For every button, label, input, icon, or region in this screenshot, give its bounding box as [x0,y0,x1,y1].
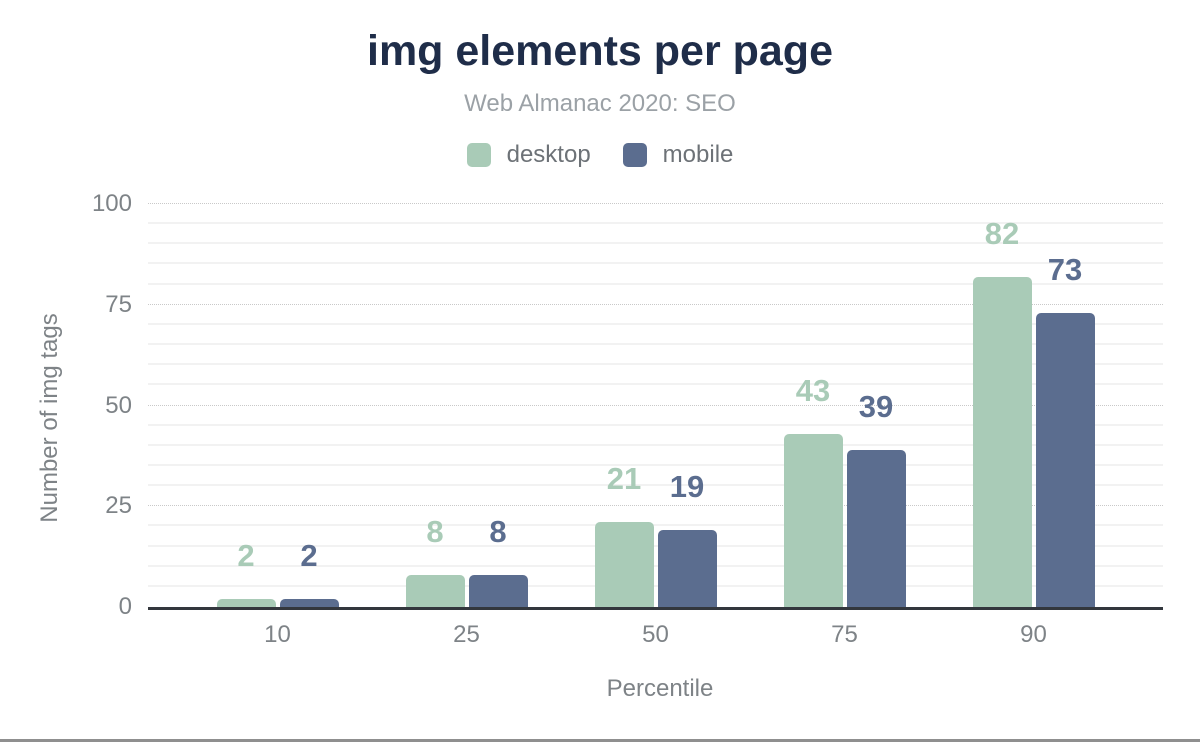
legend-label-mobile: mobile [662,141,734,168]
bar-desktop-p25[interactable] [405,574,465,607]
x-axis-line [148,607,1163,610]
y-tick-label-50: 50 [105,391,132,419]
minor-gridline [148,423,1163,426]
minor-gridline [148,363,1163,366]
bar-mobile-p25[interactable] [468,574,528,607]
y-axis-title: Number of img tags [36,313,63,523]
bar-value-label-desktop-p25: 8 [426,513,444,549]
y-tick-label-100: 100 [91,190,132,217]
major-gridline [148,404,1163,406]
legend-item-desktop[interactable]: desktop [466,141,591,169]
minor-gridline [148,282,1163,285]
minor-gridline [148,463,1163,466]
minor-gridline [148,484,1163,487]
bar-mobile-p50[interactable] [657,530,717,607]
chart-title: img elements per page [367,27,833,75]
x-tick-label-50: 50 [642,621,669,648]
bar-mobile-p10[interactable] [279,598,339,607]
legend-swatch-mobile [622,143,647,167]
bar-desktop-p50[interactable] [594,522,654,607]
y-tick-label-0: 0 [118,593,132,620]
legend-label-desktop: desktop [506,141,591,168]
major-gridline [148,203,1163,204]
bar-value-label-desktop-p75: 43 [795,372,831,408]
minor-gridline [148,242,1163,245]
bar-value-label-mobile-p25: 8 [489,513,507,549]
legend-swatch-desktop [466,143,491,167]
bar-value-label-mobile-p90: 73 [1047,251,1083,287]
bar-value-label-desktop-p10: 2 [237,537,255,573]
minor-gridline [148,564,1163,567]
bar-value-label-desktop-p50: 21 [606,461,642,497]
minor-gridline [148,443,1163,446]
bar-value-label-mobile-p10: 2 [300,537,318,573]
bar-value-label-mobile-p50: 19 [669,469,705,505]
minor-gridline [148,322,1163,325]
legend: desktop mobile [0,141,1200,169]
major-gridline [148,505,1163,507]
x-tick-label-25: 25 [453,621,480,648]
bar-value-label-desktop-p90: 82 [984,215,1020,251]
bar-mobile-p75[interactable] [846,449,906,607]
major-gridline [148,303,1163,305]
x-tick-label-75: 75 [831,621,858,648]
plot-area: 0 25 50 75 100 2 2 10 8 8 25 21 19 50 43 39 75 82 73 90 [92,190,1163,648]
bar-value-label-mobile-p75: 39 [858,388,894,424]
minor-gridline [148,343,1163,346]
footer-divider [0,739,1200,742]
x-tick-label-90: 90 [1020,621,1047,648]
bar-desktop-p75[interactable] [783,433,843,607]
y-tick-label-75: 75 [105,290,132,318]
chart-subtitle: Web Almanac 2020: SEO [464,90,736,117]
minor-gridline [148,222,1163,225]
minor-gridline [148,262,1163,265]
minor-gridline [148,544,1163,547]
x-tick-label-10: 10 [264,621,291,648]
y-tick-label-25: 25 [105,492,132,520]
bar-desktop-p90[interactable] [972,276,1032,607]
x-axis-title: Percentile [606,675,714,702]
bar-desktop-p10[interactable] [216,598,276,607]
minor-gridline [148,524,1163,527]
bar-mobile-p90[interactable] [1035,312,1095,607]
minor-gridline [148,584,1163,587]
legend-item-mobile[interactable]: mobile [622,141,734,169]
minor-gridline [148,383,1163,386]
